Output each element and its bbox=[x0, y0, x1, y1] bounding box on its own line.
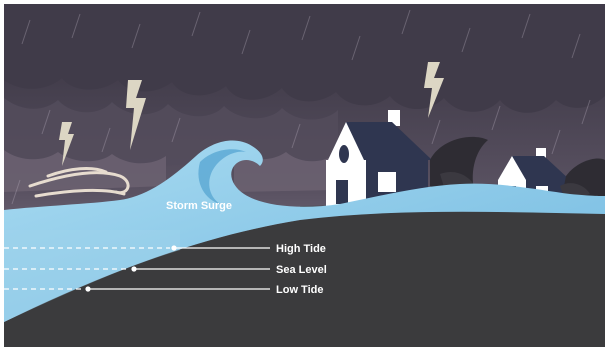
sea-level-dot bbox=[131, 266, 137, 272]
sea-level-label: Sea Level bbox=[276, 264, 327, 276]
storm-clouds bbox=[4, 4, 605, 113]
wind-gust-icon bbox=[28, 167, 130, 198]
high-tide-label: High Tide bbox=[276, 243, 326, 255]
low-tide-label: Low Tide bbox=[276, 284, 323, 296]
ground bbox=[4, 211, 605, 347]
lightning-icon bbox=[59, 62, 444, 166]
tide-level-markers bbox=[85, 245, 177, 292]
storm-surge-wave bbox=[4, 140, 605, 322]
rain bbox=[11, 9, 591, 205]
high-tide-dot bbox=[171, 245, 177, 251]
storm-tree-icon bbox=[430, 136, 605, 203]
tide-level-lines bbox=[4, 247, 270, 290]
storm-surge-label: Storm Surge bbox=[166, 200, 232, 212]
low-tide-dot bbox=[85, 286, 91, 292]
